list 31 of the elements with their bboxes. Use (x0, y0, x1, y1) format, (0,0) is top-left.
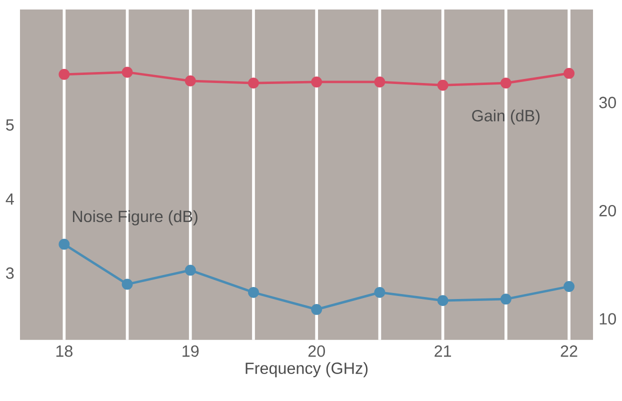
x-tick-label: 20 (308, 346, 325, 357)
y-tick-label: 3 (6, 268, 14, 280)
point (311, 76, 322, 88)
y2-tick-label: 20 (599, 205, 616, 217)
point (311, 304, 322, 316)
point (374, 287, 386, 298)
y2-tick-label: 10 (600, 313, 616, 325)
series-label: Gain (dB) (472, 110, 540, 125)
point (184, 264, 196, 276)
point (564, 68, 575, 79)
point (248, 78, 259, 89)
point (122, 66, 133, 78)
point (58, 69, 70, 80)
point (500, 78, 512, 89)
point (374, 76, 386, 88)
x-tick-label: 19 (182, 346, 199, 357)
x-axis-title: Frequency (GHz) (246, 362, 368, 378)
x-tick-label: 22 (560, 346, 578, 357)
point (437, 80, 448, 91)
point (248, 287, 259, 298)
y-tick-label: 5 (6, 120, 14, 131)
x-tick-label: 18 (56, 346, 72, 357)
y2-tick-label: 30 (599, 96, 616, 108)
point (58, 238, 70, 250)
y-tick-label: 4 (6, 194, 14, 205)
point (184, 76, 196, 86)
point (500, 294, 512, 305)
point (564, 281, 575, 292)
point (122, 278, 133, 290)
x-tick-label: 21 (434, 346, 452, 357)
point (437, 295, 448, 306)
